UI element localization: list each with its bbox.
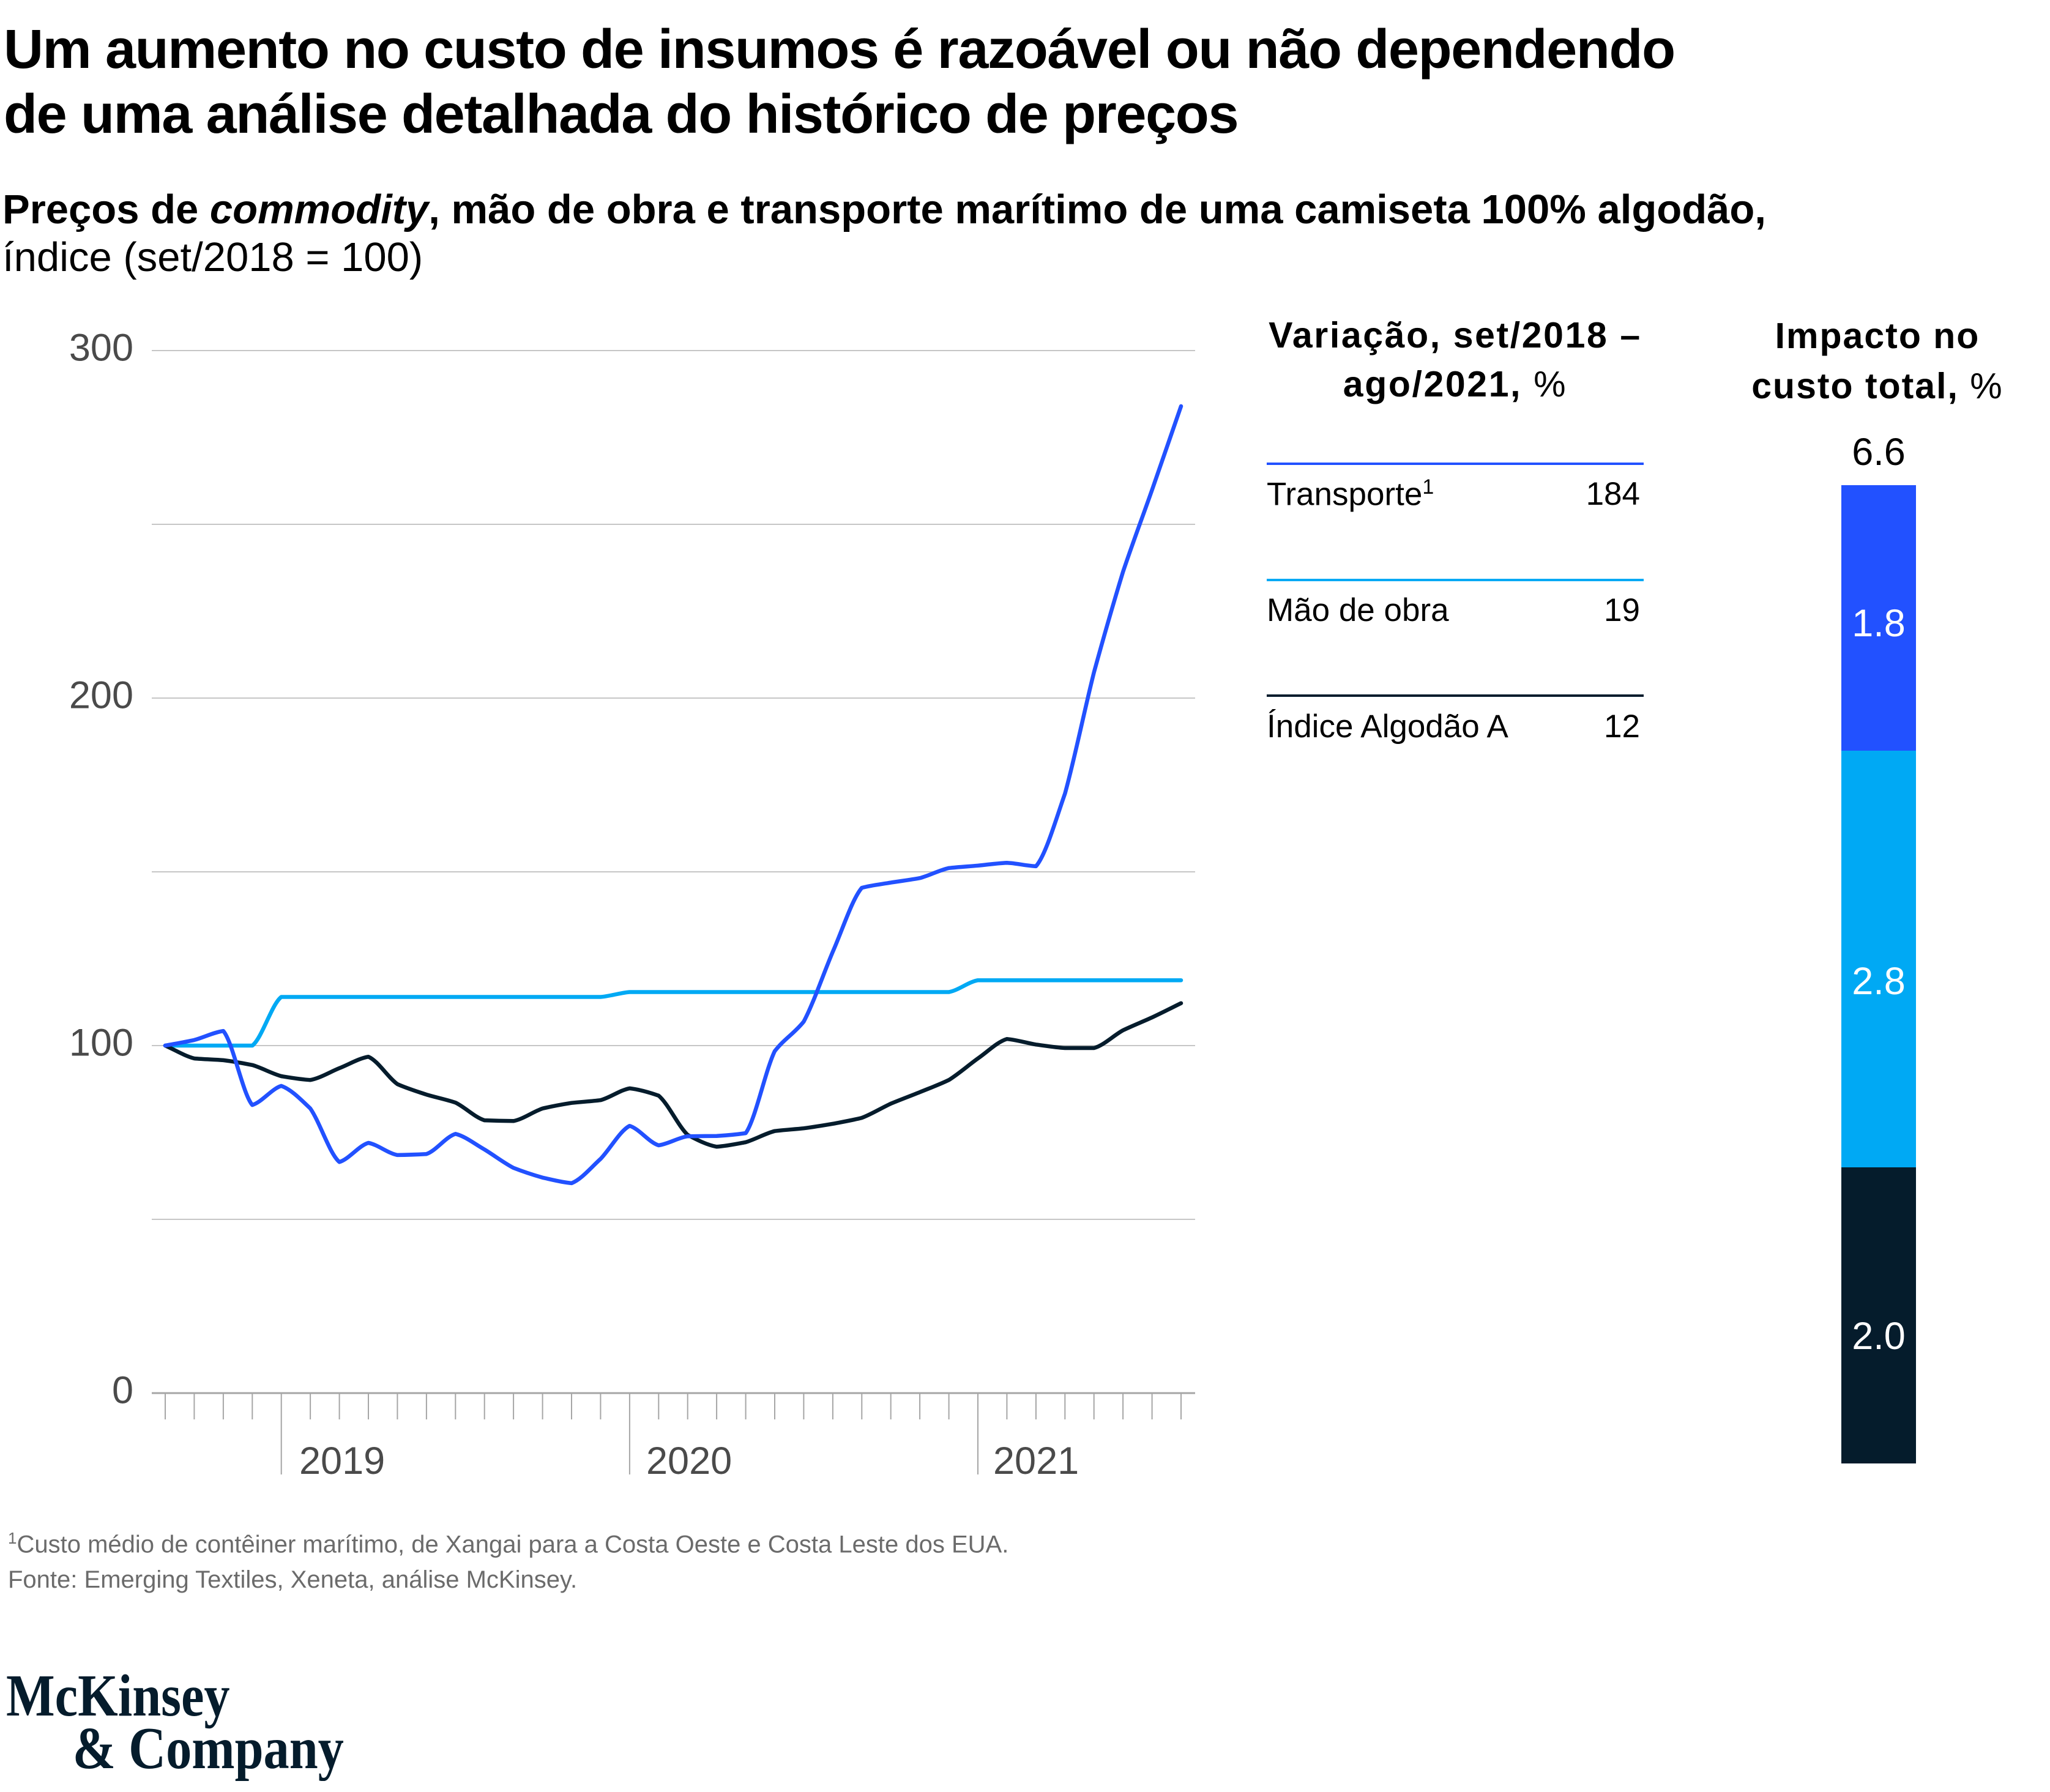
svg-text:0: 0 [112,1369,133,1412]
svg-text:1.8: 1.8 [1852,602,1906,645]
svg-text:2020: 2020 [646,1440,732,1482]
svg-text:2.0: 2.0 [1852,1315,1906,1358]
svg-text:200: 200 [69,674,133,717]
svg-text:2021: 2021 [993,1440,1079,1482]
svg-text:6.6: 6.6 [1852,431,1906,474]
svg-text:100: 100 [69,1022,133,1065]
svg-text:2.8: 2.8 [1852,960,1906,1003]
svg-text:2019: 2019 [299,1440,385,1482]
svg-text:300: 300 [69,327,133,370]
